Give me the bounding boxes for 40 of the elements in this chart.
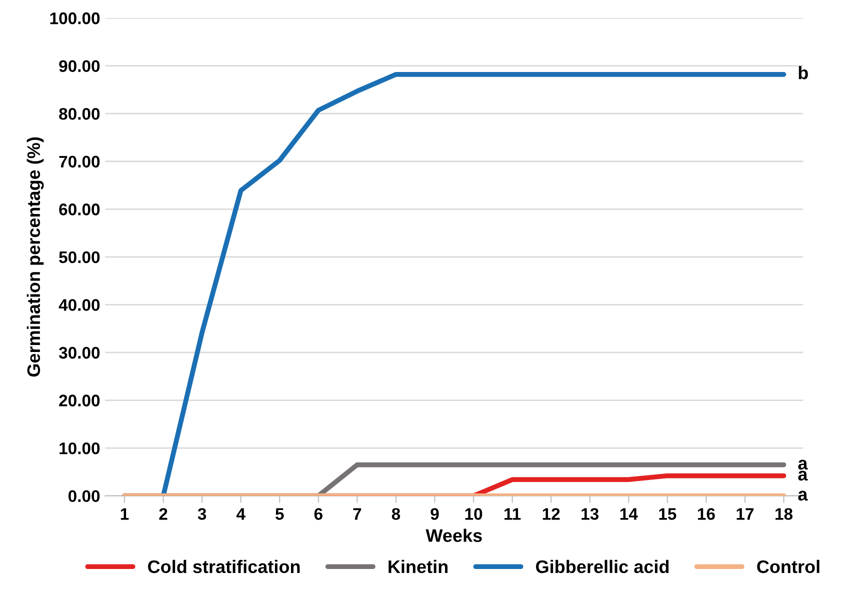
y-tick-label: 60.00	[59, 204, 100, 216]
x-tick-label: 11	[504, 508, 521, 520]
x-tick-label: 12	[542, 508, 560, 520]
x-tick-label: 13	[582, 508, 599, 520]
annotation: a	[798, 460, 808, 470]
x-tick-label: 3	[198, 508, 206, 520]
legend-label: Cold stratification	[148, 560, 300, 574]
y-tick-label: 90.00	[59, 60, 100, 72]
x-tick-label: 2	[159, 508, 168, 520]
x-tick-label: 6	[314, 508, 322, 520]
x-tick-label: 1	[120, 508, 129, 520]
annotation: b	[798, 66, 808, 80]
x-tick-label: 16	[698, 508, 715, 520]
annotation: a	[798, 470, 808, 481]
y-tick-label: 30.00	[58, 346, 100, 359]
y-tick-label: 0.00	[68, 490, 100, 502]
x-axis-title: Weeks	[426, 528, 482, 542]
y-tick-label: 40.00	[58, 299, 100, 311]
x-tick-label: 18	[776, 508, 793, 520]
y-tick-label: 50.00	[59, 251, 100, 264]
x-tick-label: 15	[659, 508, 676, 520]
x-tick-label: 10	[465, 508, 482, 520]
legend-label: Gibberellic acid	[536, 560, 669, 574]
line-series	[160, 72, 786, 496]
x-tick-label: 5	[276, 508, 284, 520]
x-tick-label: 17	[736, 508, 754, 520]
y-tick-label: 80.00	[59, 108, 100, 120]
x-tick-label: 14	[620, 508, 638, 520]
y-tick-label: 70.00	[59, 156, 100, 168]
y-tick-label: 20.00	[59, 394, 100, 406]
y-tick-label: 100.00	[50, 12, 100, 24]
x-tick-label: 7	[353, 508, 362, 520]
x-tick-label: 8	[392, 508, 400, 520]
x-tick-label: 9	[430, 508, 439, 520]
x-tick-label: 4	[236, 508, 246, 520]
legend-label: Control	[757, 560, 820, 574]
y-axis-title: Germination percentage (%)	[26, 137, 44, 377]
legend-label: Kinetin	[388, 560, 448, 574]
y-tick-label: 10.00	[60, 442, 100, 454]
annotation: a	[798, 490, 808, 501]
